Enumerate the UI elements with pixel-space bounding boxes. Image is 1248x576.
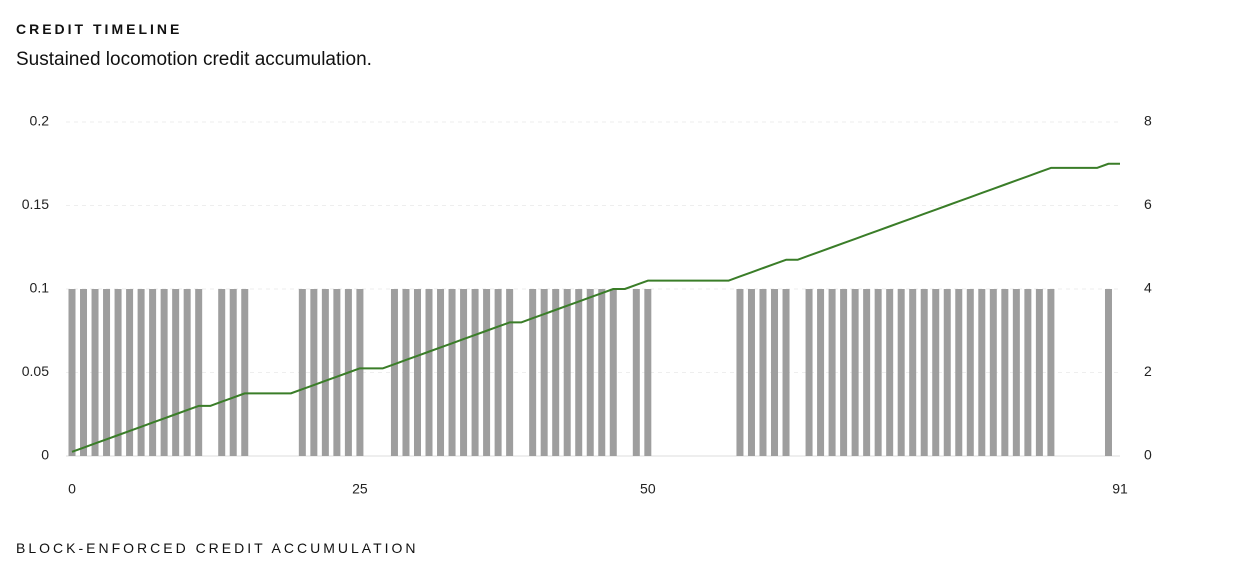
- bar: [932, 289, 940, 456]
- bar: [402, 289, 410, 456]
- bar: [241, 289, 249, 456]
- bar: [460, 289, 468, 456]
- bar: [91, 289, 99, 456]
- bar: [218, 289, 226, 456]
- bar: [563, 289, 571, 456]
- x-tick-label: 0: [68, 481, 76, 497]
- bar: [897, 289, 905, 456]
- bar: [172, 289, 180, 456]
- bar: [448, 289, 456, 456]
- bar: [1104, 289, 1112, 456]
- bar: [1001, 289, 1009, 456]
- bar: [126, 289, 134, 456]
- bar: [598, 289, 606, 456]
- x-tick-label: 50: [640, 481, 656, 497]
- bar: [540, 289, 548, 456]
- bar: [552, 289, 560, 456]
- bar: [114, 289, 122, 456]
- bar: [747, 289, 755, 456]
- bar: [149, 289, 157, 456]
- bar: [195, 289, 203, 456]
- bar: [1024, 289, 1032, 456]
- bar: [1047, 289, 1055, 456]
- line: [71, 162, 1120, 453]
- bar: [506, 289, 514, 456]
- y2-tick-label: 6: [1144, 196, 1152, 212]
- bar: [736, 289, 744, 456]
- bar: [978, 289, 986, 456]
- y2-tick-label: 8: [1144, 113, 1152, 129]
- bar: [840, 289, 848, 456]
- y-tick-label: 0.15: [22, 196, 49, 212]
- bar: [874, 289, 882, 456]
- bar: [137, 289, 145, 456]
- bar: [1012, 289, 1020, 456]
- bar: [759, 289, 767, 456]
- section-title: BLOCK-ENFORCED CREDIT ACCUMULATION: [16, 540, 419, 556]
- bar: [471, 289, 479, 456]
- bar: [483, 289, 491, 456]
- bar: [920, 289, 928, 456]
- bar: [771, 289, 779, 456]
- y-tick-label: 0: [41, 447, 49, 463]
- bar: [183, 289, 191, 456]
- bar: [805, 289, 813, 456]
- chart: 0 0.05 0.1 0.15 0.2 0 2 4 6 8 0 25 50 91: [22, 113, 1152, 497]
- bar: [644, 289, 652, 456]
- bar: [413, 289, 421, 456]
- bar: [103, 289, 111, 456]
- bar: [437, 289, 445, 456]
- bar: [955, 289, 963, 456]
- bar: [298, 289, 306, 456]
- bar: [356, 289, 364, 456]
- bar: [989, 289, 997, 456]
- bar: [333, 289, 341, 456]
- y2-tick-label: 4: [1144, 280, 1152, 296]
- bar: [1035, 289, 1043, 456]
- y-tick-label: 0.05: [22, 363, 49, 379]
- bar: [828, 289, 836, 456]
- x-tick-label: 91: [1112, 481, 1128, 497]
- bar: [390, 289, 398, 456]
- bar: [321, 289, 329, 456]
- bar: [886, 289, 894, 456]
- bar: [160, 289, 168, 456]
- x-tick-label: 25: [352, 481, 368, 497]
- bar: [310, 289, 318, 456]
- bar: [529, 289, 537, 456]
- y-tick-label: 0.1: [30, 280, 50, 296]
- bar: [425, 289, 433, 456]
- chart-subtitle: Sustained locomotion credit accumulation…: [16, 49, 372, 70]
- bar: [575, 289, 583, 456]
- bar: [817, 289, 825, 456]
- bar: [909, 289, 917, 456]
- chart-title: CREDIT TIMELINE: [16, 21, 183, 37]
- bar: [494, 289, 502, 456]
- bar: [863, 289, 871, 456]
- y2-tick-label: 2: [1144, 363, 1152, 379]
- bar: [68, 289, 76, 456]
- y2-tick-label: 0: [1144, 447, 1152, 463]
- bar: [586, 289, 594, 456]
- bar: [609, 289, 617, 456]
- bar: [851, 289, 859, 456]
- bar: [943, 289, 951, 456]
- bar: [782, 289, 790, 456]
- bar: [229, 289, 237, 456]
- y-tick-label: 0.2: [30, 113, 50, 129]
- bar: [80, 289, 88, 456]
- bar: [966, 289, 974, 456]
- bar: [632, 289, 640, 456]
